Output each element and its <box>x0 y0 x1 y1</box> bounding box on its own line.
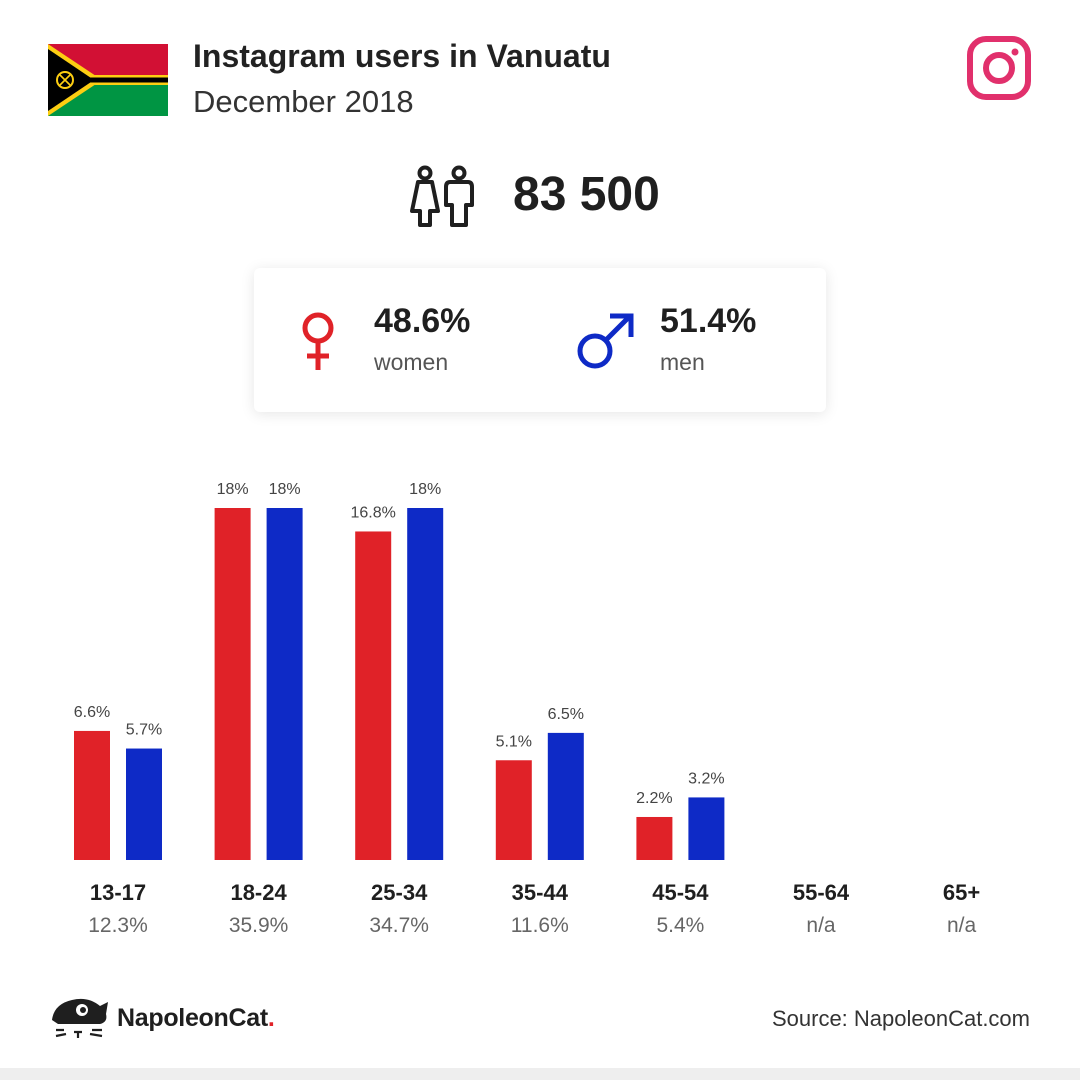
napoleoncat-logo-icon <box>52 998 108 1038</box>
instagram-icon <box>967 36 1031 100</box>
bar-women-18-24 <box>214 508 251 860</box>
gender-card <box>254 268 826 412</box>
bar-value-label: 2.2% <box>636 790 672 807</box>
age-category-label: 13-17 <box>90 880 146 905</box>
men-label: men <box>660 349 705 375</box>
age-category-total: 35.9% <box>229 914 289 937</box>
women-percentage: 48.6% <box>374 302 471 340</box>
bar-value-label: 6.6% <box>74 704 110 721</box>
women-label: women <box>374 349 449 375</box>
page-subtitle: December 2018 <box>193 84 414 119</box>
bar-men-45-54 <box>688 797 725 860</box>
bar-value-label: 5.1% <box>496 733 532 750</box>
bar-value-label: 18% <box>269 481 301 498</box>
age-bar-chart: 6.6% 5.7% 13-17 12.3% 18% 18% 18-24 35.9% 16.8% 1… <box>74 481 980 937</box>
bar-value-label: 18% <box>409 481 441 498</box>
bar-women-13-17 <box>74 730 110 860</box>
bar-women-35-44 <box>495 760 532 860</box>
age-category-total: 11.6% <box>511 914 569 937</box>
bar-value-label: 6.5% <box>548 706 584 723</box>
bar-women-45-54 <box>636 816 673 860</box>
age-category-label: 25-34 <box>371 880 428 905</box>
brand-name: NapoleonCat. <box>117 1004 275 1032</box>
age-category-total: 34.7% <box>369 914 429 937</box>
age-category-label: 35-44 <box>512 880 569 905</box>
users-icon <box>410 165 474 227</box>
total-users-value: 83 500 <box>513 168 660 221</box>
age-category-total: n/a <box>806 914 836 937</box>
age-category-total: n/a <box>947 914 977 937</box>
bottom-band <box>0 1068 1080 1080</box>
bar-value-label: 3.2% <box>688 770 724 787</box>
bar-women-25-34 <box>355 531 392 860</box>
bar-value-label: 16.8% <box>351 504 396 521</box>
bar-men-13-17 <box>126 748 162 860</box>
bar-men-18-24 <box>266 508 303 860</box>
page-title: Instagram users in Vanuatu <box>193 38 611 74</box>
bar-men-25-34 <box>407 508 444 860</box>
age-category-total: 12.3% <box>88 914 148 937</box>
age-category-label: 65+ <box>943 880 980 905</box>
male-symbol-icon <box>577 313 634 369</box>
source-text: Source: NapoleonCat.com <box>771 1006 1030 1031</box>
men-percentage: 51.4% <box>660 302 757 340</box>
bar-value-label: 5.7% <box>126 722 162 739</box>
bar-value-label: 18% <box>217 481 249 498</box>
vanuatu-flag <box>48 44 168 116</box>
age-category-label: 45-54 <box>652 880 709 905</box>
age-category-total: 5.4% <box>656 914 704 937</box>
age-category-label: 18-24 <box>230 880 287 905</box>
age-category-label: 55-64 <box>793 880 850 905</box>
brand-dot: . <box>267 1004 275 1032</box>
bar-men-35-44 <box>547 732 584 860</box>
female-symbol-icon <box>302 312 334 370</box>
